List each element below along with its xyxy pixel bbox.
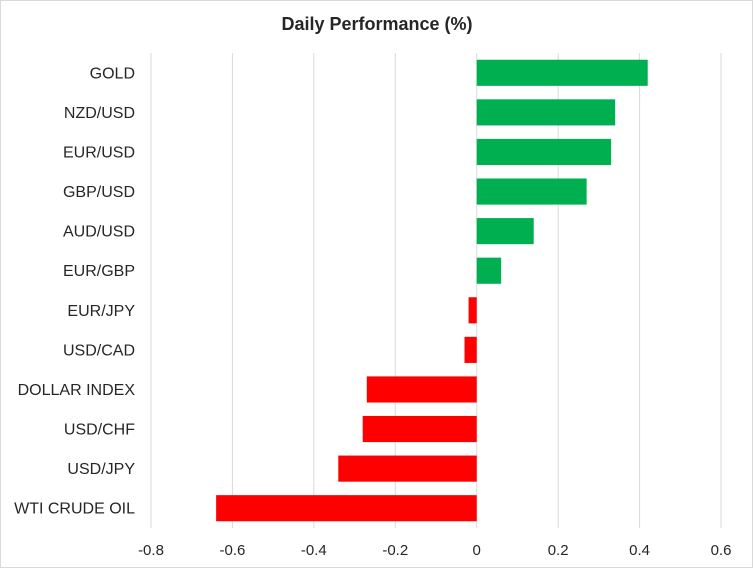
category-label: GOLD <box>90 65 135 82</box>
bar <box>464 336 477 363</box>
category-label: EUR/JPY <box>67 303 135 320</box>
bar <box>476 257 502 284</box>
chart-title: Daily Performance (%) <box>281 14 472 34</box>
x-tick-label: -0.2 <box>382 542 408 559</box>
bar <box>216 495 477 522</box>
category-label: DOLLAR INDEX <box>18 382 136 399</box>
x-tick-label: 0.6 <box>711 542 732 559</box>
x-axis-ticks: -0.8 -0.6 -0.4 -0.2 0 0.2 0.4 0.6 <box>138 542 731 559</box>
x-tick-label: -0.8 <box>138 542 164 559</box>
category-label: AUD/USD <box>63 224 135 241</box>
bar <box>476 99 616 126</box>
category-label: GBP/USD <box>63 184 135 201</box>
bar <box>362 415 477 443</box>
category-label: USD/JPY <box>67 461 135 478</box>
x-tick-label: 0.2 <box>548 542 569 559</box>
gridlines <box>150 53 722 528</box>
category-label: NZD/USD <box>64 105 135 122</box>
bar <box>476 218 534 245</box>
x-tick-label: -0.4 <box>301 542 327 559</box>
x-tick-label: 0.4 <box>629 542 650 559</box>
bars <box>216 59 648 522</box>
category-label: USD/CHF <box>64 422 135 439</box>
x-tick-label: -0.6 <box>219 542 245 559</box>
category-label: WTI CRUDE OIL <box>14 501 135 518</box>
bar <box>476 178 587 205</box>
category-label: EUR/USD <box>63 144 135 161</box>
bar <box>468 297 477 324</box>
bar <box>366 376 477 403</box>
bar <box>476 59 648 86</box>
x-tick-label: 0 <box>473 542 481 559</box>
bar <box>476 138 612 166</box>
category-label: USD/CAD <box>63 342 135 359</box>
category-labels: GOLD NZD/USD EUR/USD GBP/USD AUD/USD EUR/GBP E… <box>14 65 135 517</box>
bar <box>338 455 477 482</box>
category-label: EUR/GBP <box>63 263 135 280</box>
